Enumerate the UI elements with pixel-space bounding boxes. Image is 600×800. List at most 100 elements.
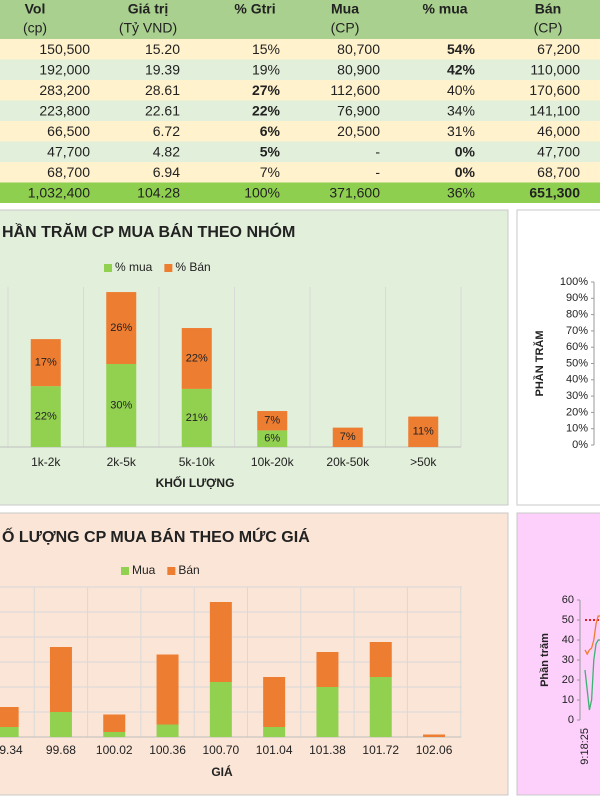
legend-swatch: [164, 264, 173, 272]
y-tick-label: 0: [568, 714, 574, 726]
x-tick-label: 1k-2k: [31, 455, 61, 469]
bar-segment: [106, 364, 137, 447]
data-label: 22%: [186, 352, 208, 364]
table-cell: 20,500: [337, 123, 380, 139]
chart-title: Ố LƯỢNG CP MUA BÁN THEO MỨC GIÁ: [2, 526, 310, 546]
y-tick-label: 10: [562, 694, 574, 706]
table-cell: 80,700: [337, 41, 380, 57]
table-cell: 6%: [260, 123, 281, 139]
table-row: [0, 121, 600, 142]
table-cell: 141,100: [529, 102, 580, 118]
bar-segment: [0, 727, 19, 737]
bar-segment: [257, 430, 288, 447]
column-unit: (cp): [23, 20, 47, 36]
x-tick-label: 9:18:25: [579, 728, 591, 765]
bar-segment: [106, 292, 137, 364]
y-tick-label: 40%: [566, 374, 588, 386]
bar-segment: [423, 734, 446, 737]
bar-segment: [316, 687, 339, 737]
bar-segment: [181, 328, 212, 389]
table-cell: 223,800: [39, 102, 90, 118]
x-tick-label: 101.38: [309, 743, 346, 757]
y-tick-label: 80%: [566, 309, 588, 321]
table-row: [0, 162, 600, 183]
x-tick-label: 99.34: [0, 743, 23, 757]
table-cell: 36%: [447, 184, 475, 200]
table-row: [0, 141, 600, 162]
table-cell: 31%: [447, 123, 475, 139]
bar-segment: [369, 642, 392, 677]
table-cell: 7%: [260, 164, 280, 180]
table-cell: 15%: [252, 41, 280, 57]
bar-segment: [181, 388, 212, 447]
x-tick-label: 102.06: [416, 743, 453, 757]
table-cell: 19%: [252, 61, 280, 77]
column-header: Vol: [25, 1, 46, 17]
x-tick-label: 5k-10k: [179, 455, 216, 469]
x-tick-label: 99.68: [46, 743, 76, 757]
y-tick-label: 60%: [566, 341, 588, 353]
table-row: [0, 80, 600, 101]
table-row: [0, 59, 600, 80]
table-cell: 192,000: [39, 61, 90, 77]
table-cell: 22.61: [145, 102, 180, 118]
column-header: % Gtri: [234, 1, 275, 17]
table-cell: 651,300: [529, 184, 580, 200]
y-axis-label: PHẦN TRĂM: [533, 331, 546, 397]
column-unit: (CP): [331, 20, 360, 36]
bar-segment: [257, 411, 288, 431]
table-cell: 170,600: [529, 82, 580, 98]
table-cell: 5%: [260, 143, 281, 159]
legend-label: % Bán: [175, 260, 210, 274]
table-cell: 112,600: [330, 82, 380, 98]
legend-swatch: [104, 264, 112, 272]
table-cell: 6.94: [153, 164, 180, 180]
x-tick-label: 20k-50k: [326, 455, 370, 469]
table-cell: -: [375, 164, 380, 180]
table-cell: 150,500: [39, 41, 90, 57]
table-cell: 68,700: [537, 164, 580, 180]
data-label: 6%: [264, 433, 280, 445]
y-tick-label: 50%: [566, 357, 588, 369]
y-tick-label: 10%: [566, 423, 588, 435]
bar-segment: [369, 677, 392, 737]
chart-area: [516, 209, 600, 506]
column-header: Bán: [535, 1, 561, 17]
data-label: 21%: [186, 412, 208, 424]
table-cell: 371,600: [329, 184, 380, 200]
bar-segment: [156, 724, 179, 737]
chart-area: [0, 512, 509, 796]
table-cell: 80,900: [337, 61, 380, 77]
bar-segment: [103, 714, 126, 732]
y-tick-label: 70%: [566, 325, 588, 337]
bar-segment: [156, 654, 179, 725]
legend-swatch: [121, 567, 129, 575]
line-series: [584, 615, 600, 656]
bar-segment: [30, 386, 61, 447]
table-cell: 67,200: [537, 41, 580, 57]
y-axis-label: Phần trăm: [539, 633, 551, 687]
bar-segment: [263, 677, 286, 727]
table-cell: 110,000: [530, 61, 580, 77]
table-cell: 100%: [244, 184, 280, 200]
table-cell: -: [375, 143, 380, 159]
table-cell: 34%: [447, 102, 475, 118]
bar-segment: [103, 732, 126, 737]
legend-label: Bán: [178, 563, 199, 577]
chart-area: [0, 209, 509, 506]
x-tick-label: 100.36: [149, 743, 186, 757]
y-tick-label: 50: [562, 614, 574, 626]
data-label: 26%: [110, 322, 132, 334]
x-tick-label: 2k-5k: [107, 455, 137, 469]
x-axis-label: KHỐI LƯỢNG: [156, 475, 235, 490]
table-cell: 76,900: [337, 102, 380, 118]
bar-segment: [49, 712, 72, 737]
table-cell: 47,700: [537, 143, 580, 159]
y-tick-label: 40: [562, 634, 574, 646]
bar-segment: [332, 427, 363, 447]
table-cell: 0%: [455, 143, 476, 159]
column-header: Mua: [331, 1, 359, 17]
x-tick-label: 101.72: [362, 743, 399, 757]
table-cell: 42%: [447, 61, 476, 77]
bar-segment: [0, 707, 19, 727]
